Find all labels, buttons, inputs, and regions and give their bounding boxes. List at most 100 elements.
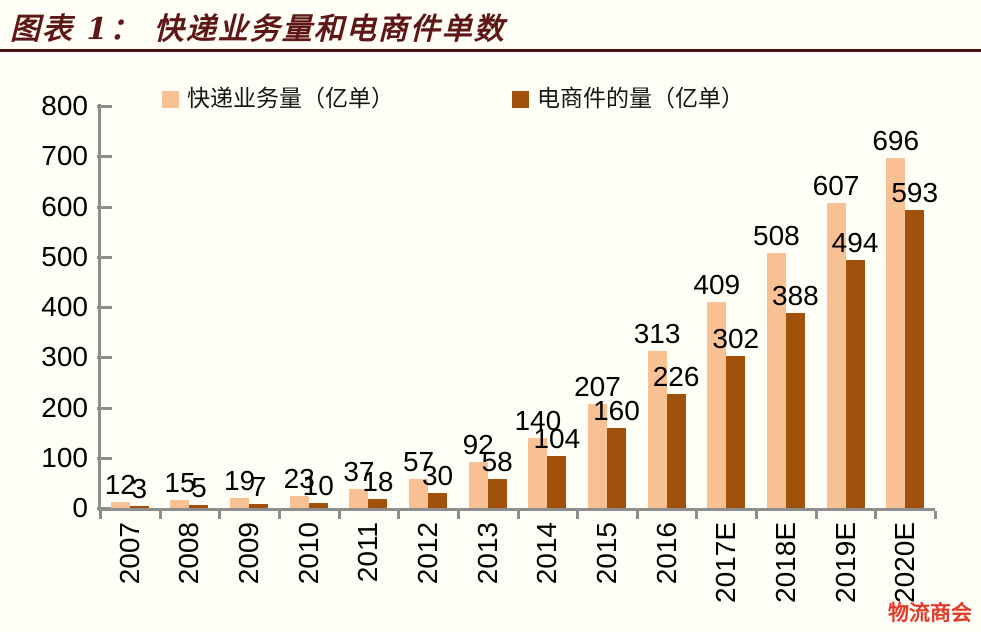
page-title: 图表 1： 快递业务量和电商件单数 xyxy=(10,12,506,47)
value-label-ecommerce-2020E: 593 xyxy=(891,177,939,209)
y-tick-label-600: 600 xyxy=(41,190,88,222)
bar-ecommerce-2018E xyxy=(785,313,805,508)
y-tick-label-500: 500 xyxy=(41,240,88,272)
x-category-label-2013: 2013 xyxy=(471,522,503,585)
x-tick xyxy=(874,511,878,519)
y-tick-label-800: 800 xyxy=(41,90,88,121)
title-underline xyxy=(0,49,981,52)
x-category-label-2015: 2015 xyxy=(590,522,622,585)
value-label-express-2019E: 607 xyxy=(812,169,860,201)
value-label-ecommerce-2019E: 494 xyxy=(831,226,879,258)
value-label-ecommerce-2013: 58 xyxy=(481,445,513,477)
bar-ecommerce-2008 xyxy=(189,505,209,508)
value-label-ecommerce-2016: 226 xyxy=(652,361,700,393)
bar-express-2008 xyxy=(170,500,190,508)
x-category-label-2008: 2008 xyxy=(173,522,205,585)
x-tick xyxy=(635,511,639,519)
y-tick-label-300: 300 xyxy=(41,341,88,373)
bar-express-2020E xyxy=(886,158,906,508)
value-label-express-2015: 207 xyxy=(574,370,621,402)
y-tick xyxy=(97,356,112,360)
bar-express-2014 xyxy=(528,437,548,508)
value-label-ecommerce-2015: 160 xyxy=(593,394,640,426)
legend-label-ecommerce: 电商件的量（亿单） xyxy=(537,86,744,112)
bar-ecommerce-2017E xyxy=(726,356,746,508)
y-tick-label-0: 0 xyxy=(72,492,88,523)
bar-express-2010 xyxy=(289,496,309,508)
x-category-label-2007: 2007 xyxy=(113,522,145,585)
x-category-label-2020E: 2020E xyxy=(889,522,921,603)
value-label-express-2017E: 409 xyxy=(693,269,741,301)
bar-ecommerce-2020E xyxy=(905,210,925,508)
y-tick xyxy=(97,306,112,309)
bar-ecommerce-2007 xyxy=(129,506,149,508)
x-category-label-2012: 2012 xyxy=(412,522,444,585)
value-label-express-2011: 37 xyxy=(343,456,375,488)
x-category-label-2011: 2011 xyxy=(352,522,384,583)
x-tick xyxy=(158,511,162,519)
y-tick xyxy=(97,406,112,410)
y-tick xyxy=(97,155,112,159)
value-label-ecommerce-2018E: 388 xyxy=(772,280,819,312)
bar-express-2016 xyxy=(647,350,667,508)
x-tick xyxy=(695,511,699,519)
bar-ecommerce-2012 xyxy=(428,492,448,508)
x-category-label-2009: 2009 xyxy=(233,522,265,585)
bar-express-2011 xyxy=(349,489,369,508)
y-tick xyxy=(97,507,112,510)
x-tick xyxy=(99,511,102,519)
watermark: 物流商会 xyxy=(888,601,972,625)
legend-swatch-express-icon xyxy=(162,91,179,108)
x-tick xyxy=(576,511,580,519)
x-tick xyxy=(934,511,937,519)
x-tick xyxy=(755,511,759,519)
bar-ecommerce-2015 xyxy=(606,427,626,508)
y-tick xyxy=(97,255,112,259)
x-tick xyxy=(397,511,401,519)
value-label-ecommerce-2010: 10 xyxy=(302,469,334,501)
x-tick xyxy=(516,511,520,519)
bar-ecommerce-2013 xyxy=(487,478,507,508)
chart-legend: 快递业务量（亿单） 电商件的量（亿单） xyxy=(162,88,744,111)
y-tick-label-200: 200 xyxy=(41,391,88,423)
x-tick xyxy=(814,511,818,519)
value-label-ecommerce-2014: 104 xyxy=(533,422,581,454)
x-category-label-2016: 2016 xyxy=(650,522,682,585)
value-label-express-2012: 57 xyxy=(402,446,435,478)
bar-express-2018E xyxy=(766,252,786,508)
value-label-express-2018E: 508 xyxy=(753,219,800,251)
value-label-ecommerce-2011: 18 xyxy=(362,465,394,497)
value-label-express-2014: 140 xyxy=(514,404,562,436)
x-tick xyxy=(218,511,222,519)
bar-ecommerce-2009 xyxy=(249,504,269,508)
bar-express-2019E xyxy=(826,202,846,508)
bar-ecommerce-2010 xyxy=(308,502,328,508)
bar-ecommerce-2011 xyxy=(368,498,388,508)
bar-express-2013 xyxy=(468,461,488,508)
value-label-ecommerce-2017E: 302 xyxy=(712,323,760,355)
bar-ecommerce-2019E xyxy=(845,259,865,508)
value-label-ecommerce-2012: 30 xyxy=(421,459,454,491)
x-axis-line xyxy=(98,508,935,511)
x-category-label-2017E: 2017E xyxy=(710,522,742,603)
y-tick xyxy=(97,205,112,209)
x-category-label-2019E: 2019E xyxy=(829,522,861,603)
bar-express-2012 xyxy=(409,479,429,508)
legend-item-ecommerce: 电商件的量（亿单） xyxy=(512,88,744,111)
bar-express-2007 xyxy=(110,501,130,508)
legend-label-express: 快递业务量（亿单） xyxy=(187,86,394,112)
value-label-ecommerce-2008: 5 xyxy=(191,472,207,504)
y-tick-label-400: 400 xyxy=(41,291,88,322)
bar-ecommerce-2014 xyxy=(547,455,567,508)
x-tick xyxy=(337,511,341,519)
y-tick xyxy=(97,456,112,460)
y-tick-label-700: 700 xyxy=(41,140,88,172)
legend-swatch-ecommerce-icon xyxy=(512,91,529,108)
bar-ecommerce-2016 xyxy=(666,394,686,508)
bar-express-2009 xyxy=(230,498,250,508)
bar-express-2017E xyxy=(707,302,727,508)
x-category-label-2010: 2010 xyxy=(292,522,324,585)
value-label-ecommerce-2009: 7 xyxy=(250,471,267,503)
x-category-label-2018E: 2018E xyxy=(769,522,801,603)
